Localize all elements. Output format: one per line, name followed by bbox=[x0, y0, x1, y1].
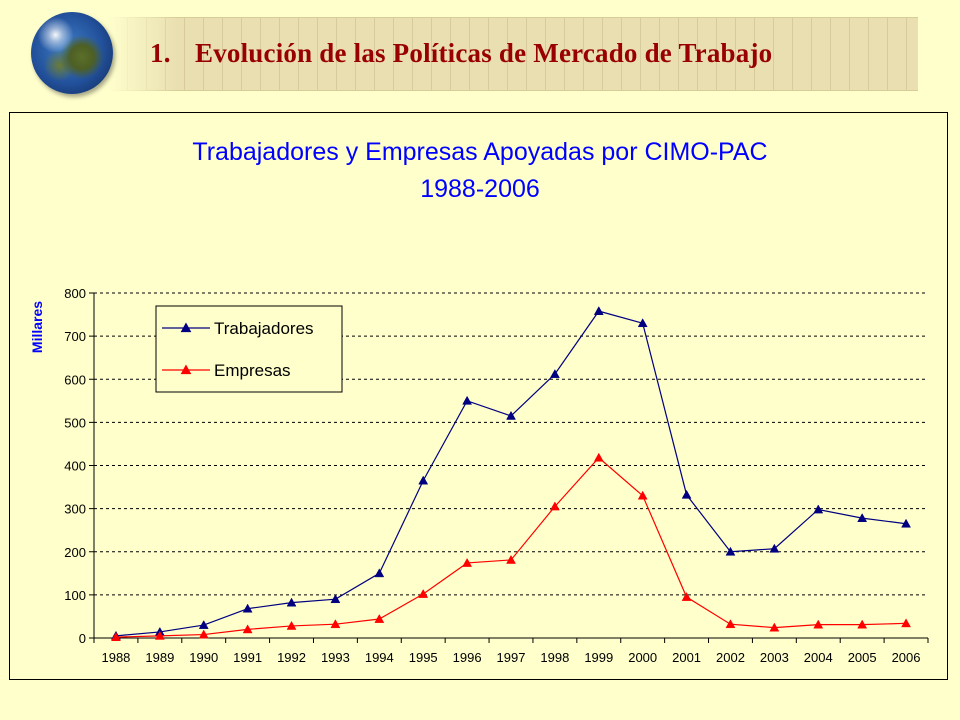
data-point-empresas bbox=[462, 557, 473, 567]
series-line-empresas bbox=[115, 456, 907, 638]
data-point-trabajadores bbox=[549, 369, 560, 378]
data-point-empresas bbox=[725, 619, 736, 629]
data-point-empresas bbox=[901, 618, 911, 628]
data-point-empresas bbox=[111, 632, 121, 641]
data-point-empresas bbox=[637, 490, 648, 500]
x-tick-label: 1993 bbox=[321, 650, 350, 665]
legend-box bbox=[155, 305, 343, 393]
data-point-trabajadores bbox=[813, 504, 824, 514]
data-point-empresas bbox=[857, 619, 868, 629]
data-point-empresas bbox=[154, 630, 165, 640]
x-tick-label: 2000 bbox=[628, 650, 657, 665]
y-tick-label: 0 bbox=[79, 631, 86, 646]
data-point-empresas bbox=[813, 619, 824, 629]
data-point-empresas bbox=[418, 588, 429, 598]
x-tick-label: 1988 bbox=[101, 650, 130, 665]
data-point-empresas bbox=[769, 622, 780, 632]
x-tick-label: 1995 bbox=[409, 650, 438, 665]
slide-title-text: Evolución de las Políticas de Mercado de… bbox=[195, 38, 773, 68]
data-point-trabajadores bbox=[725, 546, 736, 556]
x-tick-label: 1989 bbox=[145, 650, 174, 665]
globe-icon bbox=[31, 12, 113, 94]
data-point-empresas bbox=[242, 624, 253, 634]
slide-title: 1. Evolución de las Políticas de Mercado … bbox=[150, 38, 772, 69]
x-tick-label: 1999 bbox=[584, 650, 613, 665]
x-tick-label: 1998 bbox=[540, 650, 569, 665]
data-point-trabajadores bbox=[769, 543, 780, 553]
legend-label-empresas: Empresas bbox=[214, 361, 291, 380]
data-point-empresas bbox=[330, 619, 341, 629]
data-point-empresas bbox=[549, 501, 560, 511]
chart-title: Trabajadores y Empresas Apoyadas por CIM… bbox=[192, 138, 767, 166]
data-point-trabajadores bbox=[242, 603, 253, 613]
y-tick-label: 400 bbox=[64, 459, 86, 474]
slide-title-number: 1. bbox=[150, 38, 171, 68]
x-tick-label: 1990 bbox=[189, 650, 218, 665]
data-point-trabajadores bbox=[286, 597, 297, 607]
x-tick-label: 1992 bbox=[277, 650, 306, 665]
data-point-empresas bbox=[374, 614, 385, 623]
y-tick-label: 300 bbox=[64, 502, 86, 517]
data-point-trabajadores bbox=[506, 410, 516, 420]
chart-subtitle: 1988-2006 bbox=[420, 175, 540, 203]
x-tick-label: 2004 bbox=[804, 650, 833, 665]
data-point-trabajadores bbox=[462, 395, 473, 405]
data-point-trabajadores bbox=[374, 568, 385, 578]
y-axis-label: Millares bbox=[29, 301, 45, 353]
x-tick-label: 2001 bbox=[672, 650, 701, 665]
x-tick-label: 2006 bbox=[892, 650, 921, 665]
data-point-empresas bbox=[286, 620, 297, 630]
legend-label-trabajadores: Trabajadores bbox=[214, 319, 314, 338]
x-tick-label: 1994 bbox=[365, 650, 394, 665]
data-point-trabajadores bbox=[681, 489, 692, 499]
data-point-trabajadores bbox=[593, 306, 604, 315]
x-tick-label: 2002 bbox=[716, 650, 745, 665]
data-point-trabajadores bbox=[857, 513, 868, 522]
y-tick-label: 600 bbox=[64, 372, 86, 387]
data-point-trabajadores bbox=[330, 594, 341, 604]
x-tick-label: 2005 bbox=[848, 650, 877, 665]
y-tick-label: 800 bbox=[64, 286, 86, 301]
data-point-empresas bbox=[198, 629, 209, 639]
data-point-trabajadores bbox=[418, 475, 429, 485]
chart-frame: Trabajadores y Empresas Apoyadas por CIM… bbox=[9, 112, 948, 680]
data-point-trabajadores bbox=[198, 620, 209, 629]
y-tick-label: 700 bbox=[64, 329, 86, 344]
legend-marker-trabajadores bbox=[180, 322, 192, 333]
line-chart: Trabajadores y Empresas Apoyadas por CIM… bbox=[29, 138, 929, 665]
x-tick-label: 1991 bbox=[233, 650, 262, 665]
x-tick-label: 1997 bbox=[497, 650, 526, 665]
title-banner-fade bbox=[108, 17, 178, 91]
data-point-empresas bbox=[506, 554, 516, 564]
y-tick-label: 500 bbox=[64, 415, 86, 430]
y-tick-label: 100 bbox=[64, 588, 86, 603]
data-point-trabajadores bbox=[637, 318, 648, 328]
title-banner bbox=[108, 17, 918, 91]
data-point-trabajadores bbox=[901, 518, 911, 528]
data-point-empresas bbox=[681, 592, 692, 601]
x-tick-label: 2003 bbox=[760, 650, 789, 665]
legend-marker-empresas bbox=[180, 364, 192, 375]
y-tick-label: 200 bbox=[64, 545, 86, 560]
x-tick-label: 1996 bbox=[453, 650, 482, 665]
legend: Trabajadores Empresas bbox=[155, 305, 343, 393]
data-point-empresas bbox=[593, 452, 604, 462]
